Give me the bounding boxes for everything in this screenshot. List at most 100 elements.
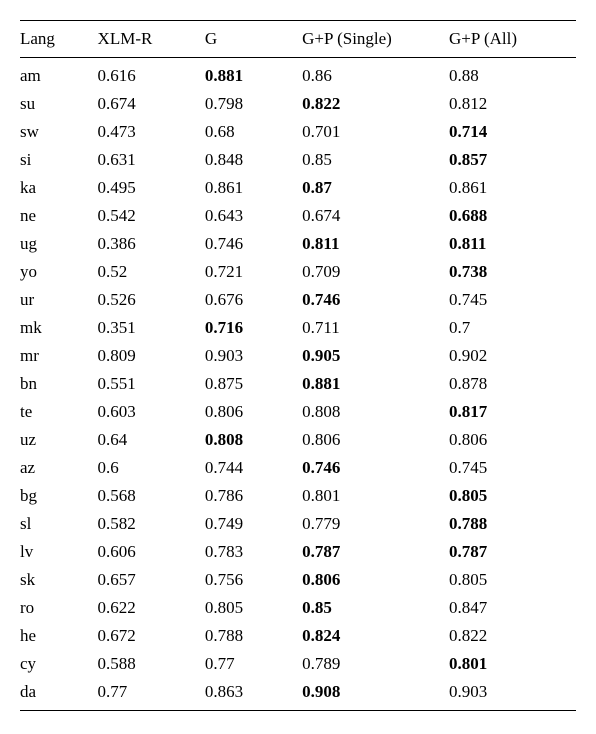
cell: 0.783	[205, 538, 302, 566]
cell: 0.881	[205, 58, 302, 91]
table-row: az0.60.7440.7460.745	[20, 454, 576, 482]
cell: 0.351	[98, 314, 205, 342]
cell: 0.622	[98, 594, 205, 622]
table-row: te0.6030.8060.8080.817	[20, 398, 576, 426]
table-row: sl0.5820.7490.7790.788	[20, 510, 576, 538]
cell: 0.875	[205, 370, 302, 398]
cell: 0.746	[302, 286, 449, 314]
cell: 0.603	[98, 398, 205, 426]
col-header-lang: Lang	[20, 21, 98, 58]
table-row: ne0.5420.6430.6740.688	[20, 202, 576, 230]
table-row: am0.6160.8810.860.88	[20, 58, 576, 91]
cell: 0.738	[449, 258, 576, 286]
cell: 0.52	[98, 258, 205, 286]
cell: 0.551	[98, 370, 205, 398]
cell: 0.848	[205, 146, 302, 174]
cell: 0.674	[98, 90, 205, 118]
cell: 0.676	[205, 286, 302, 314]
cell: 0.88	[449, 58, 576, 91]
cell: 0.861	[205, 174, 302, 202]
cell: 0.805	[205, 594, 302, 622]
cell: 0.905	[302, 342, 449, 370]
table-row: ro0.6220.8050.850.847	[20, 594, 576, 622]
cell: 0.64	[98, 426, 205, 454]
cell: 0.822	[302, 90, 449, 118]
cell: 0.386	[98, 230, 205, 258]
cell: 0.709	[302, 258, 449, 286]
cell: 0.809	[98, 342, 205, 370]
cell: 0.746	[302, 454, 449, 482]
table-row: mr0.8090.9030.9050.902	[20, 342, 576, 370]
col-header-xlmr: XLM-R	[98, 21, 205, 58]
cell: 0.787	[302, 538, 449, 566]
cell: he	[20, 622, 98, 650]
table-row: si0.6310.8480.850.857	[20, 146, 576, 174]
cell: 0.85	[302, 146, 449, 174]
cell: 0.77	[98, 678, 205, 711]
cell: cy	[20, 650, 98, 678]
cell: 0.811	[449, 230, 576, 258]
cell: sk	[20, 566, 98, 594]
table-row: sk0.6570.7560.8060.805	[20, 566, 576, 594]
cell: 0.77	[205, 650, 302, 678]
cell: 0.616	[98, 58, 205, 91]
cell: su	[20, 90, 98, 118]
table-row: da0.770.8630.9080.903	[20, 678, 576, 711]
cell: 0.812	[449, 90, 576, 118]
cell: 0.716	[205, 314, 302, 342]
cell: 0.801	[302, 482, 449, 510]
cell: 0.68	[205, 118, 302, 146]
cell: 0.582	[98, 510, 205, 538]
cell: 0.714	[449, 118, 576, 146]
cell: 0.806	[449, 426, 576, 454]
table-body: am0.6160.8810.860.88su0.6740.7980.8220.8…	[20, 58, 576, 711]
cell: 0.542	[98, 202, 205, 230]
cell: uz	[20, 426, 98, 454]
cell: 0.756	[205, 566, 302, 594]
col-header-gps: G+P (Single)	[302, 21, 449, 58]
cell: si	[20, 146, 98, 174]
table-row: mk0.3510.7160.7110.7	[20, 314, 576, 342]
table-row: cy0.5880.770.7890.801	[20, 650, 576, 678]
cell: 0.798	[205, 90, 302, 118]
cell: sw	[20, 118, 98, 146]
cell: ur	[20, 286, 98, 314]
table-row: ug0.3860.7460.8110.811	[20, 230, 576, 258]
cell: 0.824	[302, 622, 449, 650]
cell: 0.526	[98, 286, 205, 314]
cell: ka	[20, 174, 98, 202]
cell: az	[20, 454, 98, 482]
header-row: Lang XLM-R G G+P (Single) G+P (All)	[20, 21, 576, 58]
cell: ug	[20, 230, 98, 258]
cell: lv	[20, 538, 98, 566]
cell: 0.6	[98, 454, 205, 482]
cell: bn	[20, 370, 98, 398]
cell: 0.806	[302, 566, 449, 594]
cell: 0.878	[449, 370, 576, 398]
cell: 0.744	[205, 454, 302, 482]
cell: mr	[20, 342, 98, 370]
cell: 0.631	[98, 146, 205, 174]
cell: 0.85	[302, 594, 449, 622]
cell: 0.789	[302, 650, 449, 678]
cell: te	[20, 398, 98, 426]
cell: 0.749	[205, 510, 302, 538]
table-row: he0.6720.7880.8240.822	[20, 622, 576, 650]
cell: 0.788	[205, 622, 302, 650]
table-row: yo0.520.7210.7090.738	[20, 258, 576, 286]
table-row: uz0.640.8080.8060.806	[20, 426, 576, 454]
cell: 0.674	[302, 202, 449, 230]
cell: 0.861	[449, 174, 576, 202]
cell: 0.745	[449, 286, 576, 314]
cell: 0.779	[302, 510, 449, 538]
cell: 0.787	[449, 538, 576, 566]
cell: 0.817	[449, 398, 576, 426]
cell: 0.672	[98, 622, 205, 650]
cell: 0.847	[449, 594, 576, 622]
cell: 0.902	[449, 342, 576, 370]
cell: 0.806	[302, 426, 449, 454]
cell: 0.86	[302, 58, 449, 91]
cell: 0.643	[205, 202, 302, 230]
cell: 0.805	[449, 566, 576, 594]
cell: 0.805	[449, 482, 576, 510]
